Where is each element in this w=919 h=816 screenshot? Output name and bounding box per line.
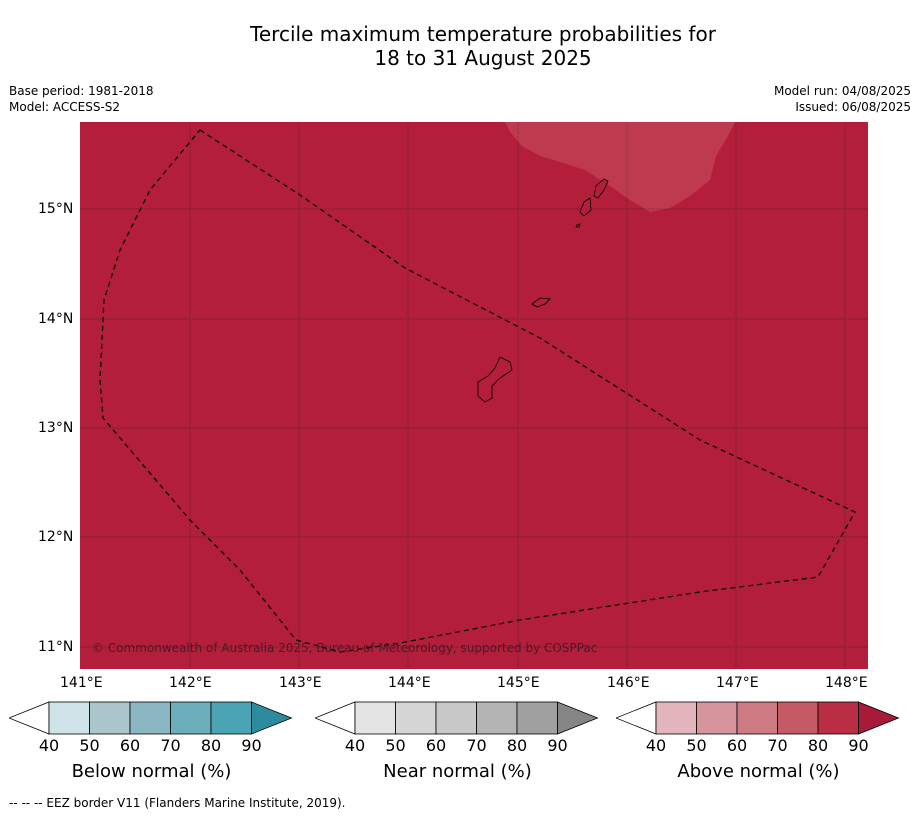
- title-line-1: Tercile maximum temperature probabilitie…: [250, 22, 716, 46]
- colorbar-tick-label: 70: [466, 736, 487, 755]
- island-tinian: [579, 197, 592, 217]
- colorbar-tick-label: 90: [241, 736, 262, 755]
- colorbar-tick-label: 60: [425, 736, 447, 755]
- colorbar-label: Above normal (%): [677, 761, 840, 782]
- colorbar-label: Below normal (%): [71, 761, 232, 782]
- colorbar-tick-label: 90: [547, 736, 568, 755]
- lat-label: 13°N: [38, 420, 74, 436]
- colorbar-segment: [395, 701, 437, 735]
- model-name: Model: ACCESS-S2: [9, 100, 121, 114]
- colorbar-extend-low: [616, 701, 657, 735]
- colorbar-segment: [210, 701, 252, 735]
- lon-label: 144°E: [388, 675, 431, 691]
- island-aguijan: [575, 223, 581, 228]
- colorbar-segment: [696, 701, 738, 735]
- colorbar-tick-label: 80: [506, 736, 528, 755]
- colorbar-tick-label: 60: [119, 736, 141, 755]
- colorbar-tick-label: 50: [79, 736, 100, 755]
- colorbar-segment: [129, 701, 171, 735]
- colorbar-extend-low: [315, 701, 356, 735]
- colorbar-tick-label: 70: [160, 736, 181, 755]
- lon-label: 146°E: [607, 675, 650, 691]
- colorbar-tick-label: 80: [200, 736, 222, 755]
- colorbar-segment: [170, 701, 212, 735]
- lat-label: 14°N: [38, 311, 74, 327]
- colorbar-segment: [777, 701, 819, 735]
- gridlines: [80, 122, 868, 669]
- colorbar-below: 40 50 60 70 80 90 Below normal (%): [9, 700, 309, 800]
- lat-label: 11°N: [38, 639, 74, 655]
- island-guam: [477, 356, 513, 403]
- base-period: Base period: 1981-2018: [9, 84, 154, 98]
- lon-label: 148°E: [825, 675, 868, 691]
- colorbar-extend-high: [251, 701, 293, 735]
- title-line-2: 18 to 31 August 2025: [374, 46, 592, 70]
- colorbar-tick-label: 70: [767, 736, 788, 755]
- colorbar-tick-label: 50: [686, 736, 707, 755]
- island-rota: [531, 297, 551, 308]
- colorbar-segment: [48, 701, 90, 735]
- colorbar-segment: [476, 701, 518, 735]
- colorbar-segment: [89, 701, 131, 735]
- colorbar-extend-high: [858, 701, 900, 735]
- island-saipan: [593, 178, 609, 199]
- lon-label: 145°E: [497, 675, 540, 691]
- colorbar-tick-label: 60: [726, 736, 748, 755]
- islands: [477, 178, 609, 403]
- lat-label: 15°N: [38, 201, 74, 217]
- eez-legend-note: -- -- -- EEZ border V11 (Flanders Marine…: [9, 796, 346, 810]
- colorbar-tick-label: 40: [344, 736, 366, 755]
- colorbar-segment: [736, 701, 778, 735]
- issued-date: Issued: 06/08/2025: [795, 100, 911, 114]
- probability-region: [505, 122, 735, 212]
- colorbar-segment: [817, 701, 859, 735]
- colorbar-tick-label: 80: [807, 736, 829, 755]
- lon-label: 143°E: [279, 675, 322, 691]
- colorbar-near: 40 50 60 70 80 90 Near normal (%): [315, 700, 615, 800]
- colorbar-segment: [354, 701, 396, 735]
- colorbar-segment: [655, 701, 697, 735]
- eez-border: [99, 129, 856, 653]
- colorbar-segment: [435, 701, 477, 735]
- map-title: Tercile maximum temperature probabilitie…: [0, 22, 919, 70]
- map-background: [80, 122, 868, 669]
- meta-left: Base period: 1981-2018 Model: ACCESS-S2: [9, 83, 154, 115]
- colorbar-tick-label: 90: [848, 736, 869, 755]
- lat-label: 12°N: [38, 529, 74, 545]
- meta-right: Model run: 04/08/2025 Issued: 06/08/2025: [774, 83, 911, 115]
- colorbar-label: Near normal (%): [383, 761, 532, 782]
- colorbar-tick-label: 40: [645, 736, 667, 755]
- colorbar-extend-high: [557, 701, 599, 735]
- colorbar-above: 40 50 60 70 80 90 Above normal (%): [616, 700, 916, 800]
- lon-label: 142°E: [169, 675, 212, 691]
- colorbar-tick-label: 40: [38, 736, 60, 755]
- lon-label: 141°E: [60, 675, 103, 691]
- colorbar-tick-label: 50: [385, 736, 406, 755]
- lon-label: 147°E: [716, 675, 759, 691]
- colorbar-extend-low: [9, 701, 50, 735]
- copyright-notice: © Commonwealth of Australia 2025, Bureau…: [92, 641, 598, 655]
- colorbar-segment: [516, 701, 558, 735]
- map-figure: [80, 122, 868, 669]
- model-run: Model run: 04/08/2025: [773, 84, 911, 98]
